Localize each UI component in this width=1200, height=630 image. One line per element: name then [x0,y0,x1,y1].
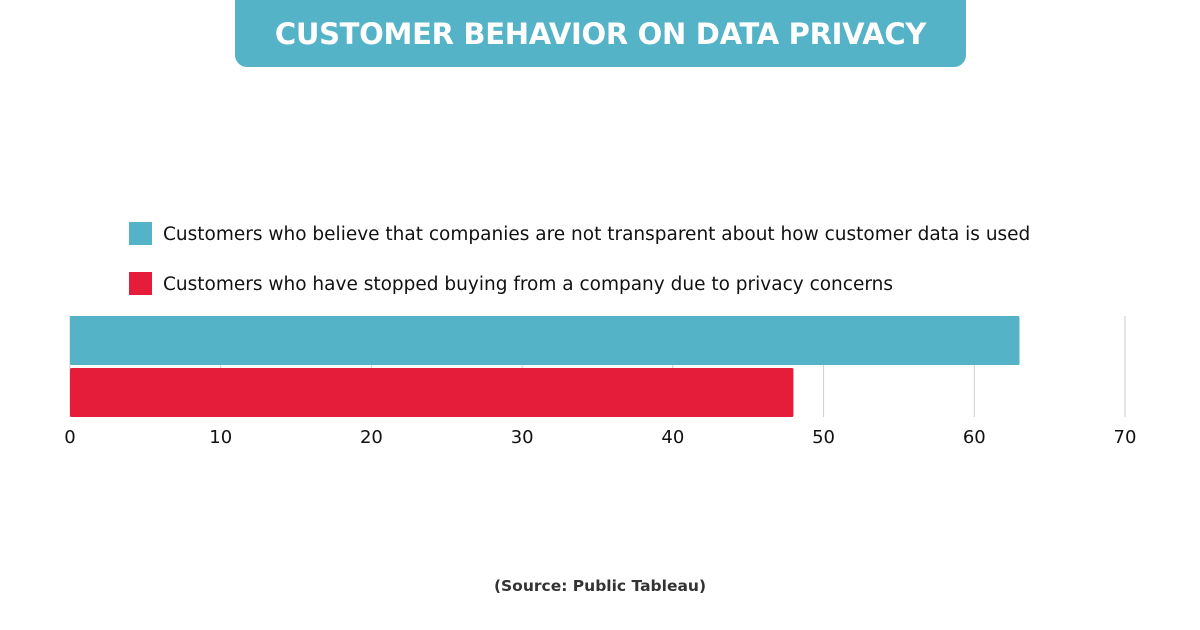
x-axis-ticks: 0 10 20 30 40 50 60 70 [64,427,1136,448]
tick-label-70: 70 [1114,427,1137,448]
tick-label-50: 50 [812,427,835,448]
tick-label-40: 40 [661,427,684,448]
bar-1 [70,316,1020,365]
tick-label-0: 0 [64,427,75,448]
source-note: (Source: Public Tableau) [493,577,707,595]
legend: Customers who believe that companies are… [129,222,1030,295]
bar-2 [70,368,794,417]
tick-label-30: 30 [511,427,534,448]
tick-label-20: 20 [360,427,383,448]
tick-label-10: 10 [209,427,232,448]
bars [70,316,1020,417]
legend-swatch-1 [129,222,152,245]
chart-title: CUSTOMER BEHAVIOR ON DATA PRIVACY [274,16,927,51]
legend-label-2: Customers who have stopped buying from a… [163,274,893,295]
tick-label-60: 60 [963,427,986,448]
legend-label-1: Customers who believe that companies are… [163,224,1030,245]
legend-swatch-2 [129,272,152,295]
title-banner: CUSTOMER BEHAVIOR ON DATA PRIVACY [235,0,966,67]
